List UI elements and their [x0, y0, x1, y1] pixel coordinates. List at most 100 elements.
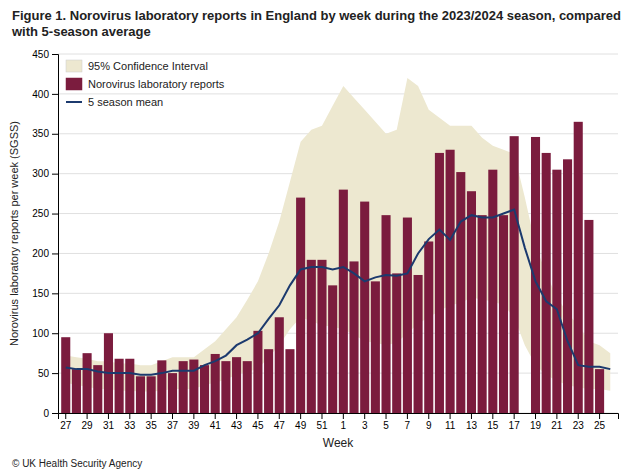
x-tick-label: 45	[252, 420, 264, 431]
y-tick-mark	[52, 333, 58, 334]
bar	[253, 331, 262, 413]
y-tick-label: 400	[32, 89, 49, 100]
x-tick: 15	[487, 413, 499, 431]
x-tick-label: 11	[445, 420, 456, 431]
x-tick-mark	[599, 413, 600, 419]
bar	[478, 215, 487, 413]
y-tick-label: 350	[32, 128, 49, 139]
x-tick-mark	[386, 413, 387, 419]
y-tick-mark	[52, 134, 58, 135]
x-tick-mark	[471, 413, 472, 419]
bar	[574, 122, 583, 413]
x-tick: 49	[295, 413, 307, 431]
x-tick-mark	[407, 413, 408, 419]
x-tick-label: 33	[124, 420, 136, 431]
x-tick-mark	[514, 413, 515, 419]
legend-swatch	[66, 101, 82, 103]
x-tick-mark	[428, 413, 429, 419]
bar	[446, 150, 455, 413]
y-tick: 50	[38, 368, 58, 379]
y-tick: 400	[32, 89, 58, 100]
x-tick: 11	[445, 413, 456, 431]
x-tick-label: 31	[103, 420, 115, 431]
y-tick-mark	[52, 94, 58, 95]
x-tick-mark	[364, 413, 365, 419]
y-tick-mark	[52, 174, 58, 175]
x-tick: 3	[362, 413, 368, 431]
x-tick-label: 5	[383, 420, 389, 431]
bar	[371, 281, 380, 413]
bar	[531, 137, 540, 413]
y-tick-label: 200	[32, 248, 49, 259]
x-tick-label: 9	[426, 420, 432, 431]
legend-label: 95% Confidence Interval	[88, 60, 208, 72]
bar	[221, 361, 230, 413]
bar	[243, 361, 252, 413]
legend-swatch	[66, 78, 82, 90]
y-tick-label: 450	[32, 49, 49, 60]
x-tick: 17	[509, 413, 521, 431]
y-tick: 450	[32, 49, 58, 60]
bar	[382, 215, 391, 413]
y-tick-label: 50	[38, 368, 50, 379]
x-tick: 43	[231, 413, 243, 431]
title-line: Figure 1. Norovirus laboratory reports i…	[12, 8, 621, 23]
x-tick-mark	[556, 413, 557, 419]
marks	[61, 78, 610, 413]
bar	[115, 359, 124, 413]
x-tick-mark	[151, 413, 152, 419]
x-tick: 35	[146, 413, 158, 431]
y-axis: 050100150200250300350400450	[32, 49, 58, 419]
x-tick: 47	[274, 413, 286, 431]
bar	[264, 349, 273, 413]
x-tick-label: 7	[405, 420, 411, 431]
footer: © UK Health Security Agency	[12, 458, 142, 469]
confidence-area	[66, 78, 611, 392]
x-tick-mark	[343, 413, 344, 419]
bar	[147, 376, 156, 413]
bar	[456, 172, 465, 413]
y-axis-line	[52, 55, 59, 414]
y-tick-label: 300	[32, 168, 49, 179]
x-tick: 21	[551, 413, 563, 431]
x-tick: 13	[466, 413, 478, 431]
x-tick-mark	[108, 413, 109, 419]
legend-item: Norovirus laboratory reports	[66, 78, 225, 90]
x-tick-label: 25	[594, 420, 606, 431]
bar	[360, 202, 369, 413]
x-tick: 9	[426, 413, 432, 431]
x-tick: 37	[167, 413, 179, 431]
plot: 2729313335373941434547495113579111315171…	[8, 49, 619, 450]
bar	[168, 373, 177, 413]
x-tick-label: 41	[210, 420, 222, 431]
x-tick: 33	[124, 413, 136, 431]
x-tick-label: 13	[466, 420, 478, 431]
x-tick-mark	[450, 413, 451, 419]
bar	[414, 275, 423, 413]
bar	[595, 369, 604, 413]
x-tick: 1	[341, 413, 347, 431]
y-tick: 350	[32, 128, 58, 139]
y-tick: 300	[32, 168, 58, 179]
x-tick: 23	[573, 413, 585, 431]
bar	[510, 136, 519, 413]
bar	[328, 285, 337, 413]
x-tick: 19	[530, 413, 542, 431]
x-tick: 25	[594, 413, 606, 431]
x-tick-label: 15	[487, 420, 499, 431]
y-tick: 0	[43, 408, 58, 419]
y-tick: 250	[32, 208, 58, 219]
title-line: with 5-season average	[11, 24, 151, 39]
x-tick: 27	[60, 413, 72, 431]
x-tick: 39	[188, 413, 200, 431]
x-tick-mark	[193, 413, 194, 419]
x-tick-mark	[257, 413, 258, 419]
title: Figure 1. Norovirus laboratory reports i…	[11, 8, 621, 39]
x-tick-mark	[535, 413, 536, 419]
mean-line	[66, 210, 611, 375]
bar	[552, 170, 561, 413]
x-tick-mark	[492, 413, 493, 419]
bar	[275, 317, 284, 413]
bar	[403, 218, 412, 413]
x-tick-label: 49	[295, 420, 307, 431]
